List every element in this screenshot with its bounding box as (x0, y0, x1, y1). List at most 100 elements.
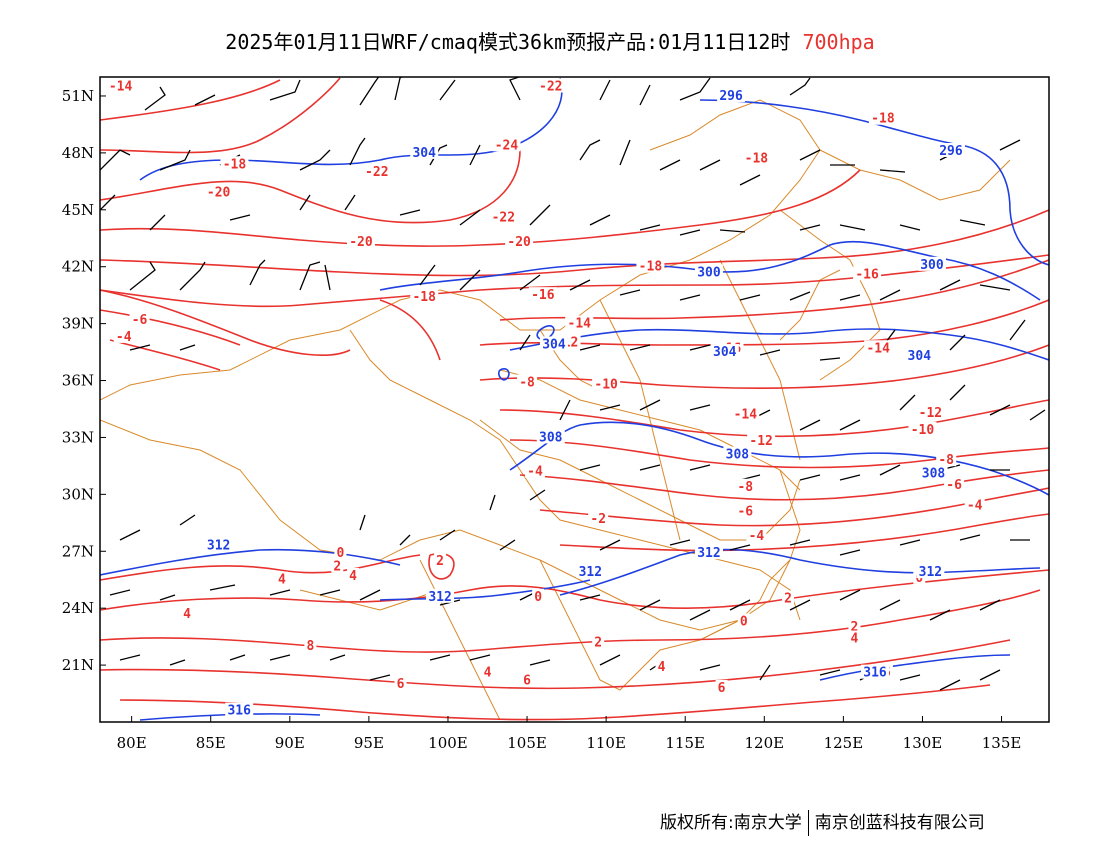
temperature-label-bg (868, 110, 897, 125)
temperature-label-bg (331, 558, 344, 573)
geopotential-label: 312 (579, 565, 602, 580)
lon-tick-label: 110E (586, 734, 626, 752)
temperature-label: -22 (365, 165, 388, 180)
boundary-lines (100, 99, 1011, 721)
temperature-label-bg (565, 315, 594, 330)
temperature-label-bg (853, 266, 882, 281)
temperature-label: -4 (749, 529, 765, 544)
lon-tick-label: 105E (507, 734, 547, 752)
temperature-label-bg (944, 476, 965, 491)
temperature-label: 4 (658, 660, 666, 675)
lat-tick-label: 24N (62, 599, 94, 617)
temperature-label: -4 (116, 330, 132, 345)
geopotential-label-bg (426, 588, 455, 603)
temperature-label-bg (410, 289, 439, 304)
geopotential-label: 308 (922, 466, 946, 481)
temperature-label: 0 (336, 546, 344, 561)
temperature-label-bg (517, 374, 538, 389)
geopotential-label: 312 (207, 539, 230, 554)
geopotential-label: 316 (863, 666, 887, 681)
temperature-label: -18 (745, 152, 769, 167)
temperature-label: -16 (531, 288, 555, 303)
geopotential-label: 304 (412, 146, 436, 161)
temperature-label: 8 (306, 639, 314, 654)
temperature-label: -6 (946, 478, 962, 493)
temperature-label-bg (524, 463, 545, 478)
temperature-label-bg (735, 478, 756, 493)
geopotential-label-bg (723, 446, 752, 461)
temperature-label: -14 (866, 341, 890, 356)
temperature-label-bg (782, 590, 795, 605)
temperature-label: -18 (412, 290, 436, 305)
temperature-label-bg (936, 452, 957, 467)
geopotential-label: 316 (227, 704, 251, 719)
temperature-label-bg (106, 78, 135, 93)
temperature-label-bg (735, 503, 756, 518)
geopotential-label-bg (916, 564, 945, 579)
temperature-label-bg (434, 552, 447, 567)
lat-tick-label: 21N (62, 656, 94, 674)
temperature-label-bg (655, 658, 668, 673)
temperature-label: -18 (639, 260, 663, 275)
lat-tick-label: 33N (62, 428, 94, 446)
temperature-label-bg (532, 588, 545, 603)
temperature-label-bg (848, 619, 861, 634)
geopotential-label-bg (410, 144, 439, 159)
temperature-label-bg (492, 137, 521, 152)
temperature-label: 0 (740, 614, 748, 629)
geopotential-label: 296 (939, 144, 963, 159)
title-main: 2025年01月11日WRF/cmaq模式36km预报产品:01月11日12时 (225, 30, 791, 54)
temperature-label: 0 (915, 571, 923, 586)
geopotential-label-bg (539, 336, 568, 351)
temperature-label-bg (592, 376, 621, 391)
footer-company: 南京创蓝科技有限公司 (814, 813, 985, 833)
temperature-label-bg (528, 287, 557, 302)
geopotential-label-bg (225, 702, 254, 717)
temperature-label-bg (636, 258, 665, 273)
temperature-label-bg (964, 497, 985, 512)
lon-tick-label: 130E (903, 734, 943, 752)
geopotential-label: 312 (428, 590, 451, 605)
temperature-label-bg (220, 156, 249, 171)
temperature-label: 6 (523, 673, 531, 688)
geopotential-label-bg (576, 564, 605, 579)
temperature-label: 2 (594, 635, 602, 650)
geopotential-label-bg (694, 545, 723, 560)
temperature-label: -22 (492, 210, 515, 225)
temperature-label-bg (394, 676, 407, 691)
lon-tick-label: 120E (745, 734, 785, 752)
map-frame (99, 76, 1050, 723)
temperature-label: -14 (734, 408, 758, 423)
temperature-label: 2 (851, 620, 859, 635)
temperature-label-bg (275, 571, 288, 586)
lat-tick-label: 45N (62, 201, 94, 219)
temperature-label: -8 (519, 375, 535, 390)
geopotential-label: 296 (719, 89, 743, 104)
geopotential-label-bg (536, 429, 565, 444)
geopotential-label-bg (694, 264, 723, 279)
geopotential-labels: 296 296 304 300 300 304 304 304 308 308 308 312 312 3… (204, 87, 965, 719)
temperature-label: 4 (278, 573, 286, 588)
geopotential-label: 304 (908, 349, 932, 364)
temperature-label: -20 (507, 235, 531, 250)
temperature-label-bg (180, 605, 193, 620)
temperature-label: -10 (911, 423, 935, 438)
lon-tick-label: 95E (354, 734, 384, 752)
footer: 版权所有:南京大学 南京创蓝科技有限公司 (660, 808, 985, 836)
geopotential-label: 300 (920, 258, 944, 273)
temperature-label: -16 (855, 267, 879, 282)
temperature-label-bg (481, 664, 494, 679)
lon-tick-label: 80E (117, 734, 147, 752)
temperature-label-bg (347, 567, 360, 582)
temperature-label-bg (746, 528, 767, 543)
temperature-label: 0 (534, 590, 542, 605)
temperature-label-bg (588, 511, 609, 526)
geopotential-label-bg (917, 256, 946, 271)
lat-tick-label: 51N (62, 87, 94, 105)
temperature-label: -6 (132, 313, 148, 328)
geopotential-label-bg (717, 87, 746, 102)
footer-separator (807, 810, 809, 836)
temperature-label: -18 (223, 157, 247, 172)
lat-tick-label: 27N (62, 542, 94, 560)
